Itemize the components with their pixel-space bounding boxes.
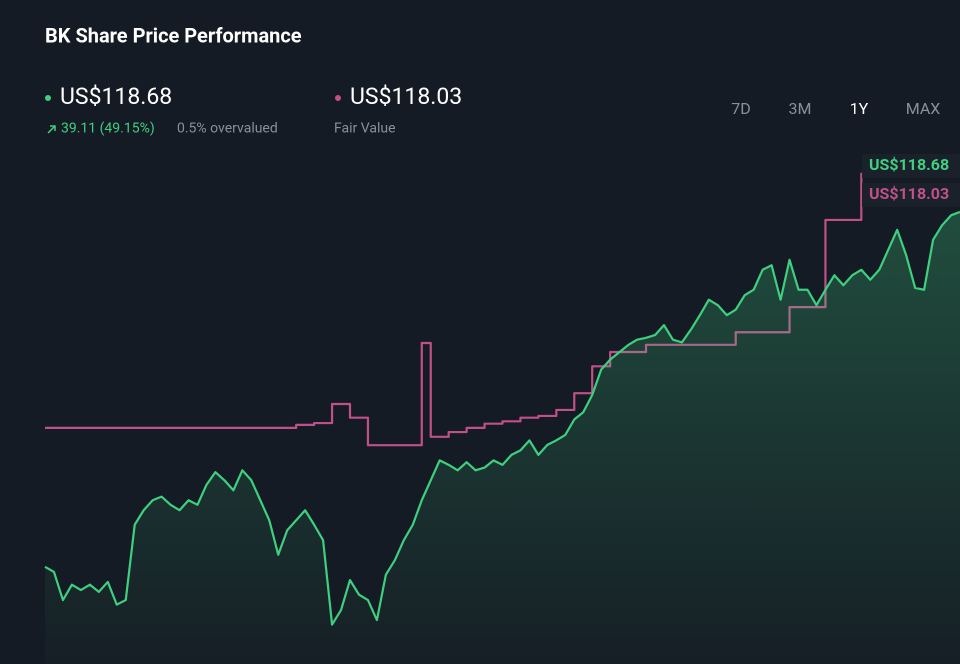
fair-value-label: Fair Value [334, 121, 396, 137]
end-label-box [862, 154, 960, 178]
valuation: 0.5% overvalued [177, 121, 278, 137]
range-button[interactable]: 1Y [850, 99, 869, 118]
chart-title: BK Share Price Performance [45, 23, 302, 47]
price-change: 39.11 (49.15%) [61, 121, 155, 137]
price-line [44, 210, 960, 626]
legend-dot [45, 95, 51, 101]
up-arrow [47, 125, 56, 134]
plot [44, 172, 960, 664]
price-value: US$118.68 [60, 83, 172, 110]
price-area [45, 211, 960, 664]
range-button[interactable]: 3M [789, 99, 812, 118]
fair-value: US$118.03 [350, 83, 462, 110]
legend-dot [335, 95, 341, 101]
range-button[interactable]: MAX [906, 99, 941, 118]
end-label-box [862, 183, 960, 207]
end-label: US$118.68 [869, 155, 949, 174]
range-button[interactable]: 7D [731, 99, 751, 118]
end-label: US$118.03 [869, 184, 949, 203]
